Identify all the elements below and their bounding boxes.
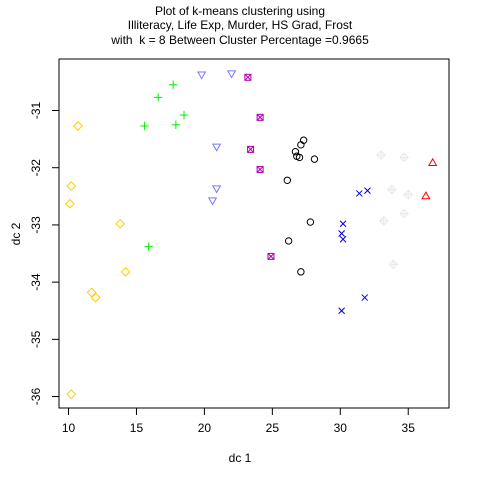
y-tick-label: -33 [29, 216, 43, 234]
data-point [73, 121, 83, 131]
data-point [256, 113, 264, 121]
data-point [299, 136, 308, 144]
data-point [284, 237, 293, 245]
chart-title-line-3: with k = 8 Between Cluster Percentage =0… [111, 33, 369, 47]
data-point [153, 93, 163, 102]
data-point [86, 287, 97, 298]
data-point [140, 121, 149, 131]
data-point [211, 143, 222, 152]
data-point [388, 259, 399, 270]
data-point [376, 150, 386, 161]
data-point [283, 176, 291, 184]
chart-title-line-1: Plot of k-means clustering using [154, 4, 326, 18]
data-point [226, 70, 237, 79]
data-point [207, 197, 218, 206]
data-point [428, 157, 438, 167]
data-point [364, 187, 371, 194]
data-point [115, 218, 126, 229]
data-point [247, 145, 255, 153]
data-point [399, 208, 410, 219]
x-axis-label: dc 1 [228, 451, 252, 465]
data-point [297, 268, 305, 276]
data-point [399, 152, 410, 163]
data-point [338, 307, 346, 315]
data-point [339, 220, 347, 228]
data-point [197, 71, 207, 80]
data-point [339, 235, 347, 243]
data-point [306, 218, 315, 226]
data-point [378, 216, 389, 226]
y-tick-label: -36 [29, 388, 43, 406]
data-point [421, 191, 431, 200]
data-point [338, 230, 346, 237]
y-tick-label: -31 [29, 101, 43, 119]
data-point [295, 153, 304, 162]
data-points [64, 70, 438, 400]
y-tick-label: -35 [29, 330, 43, 348]
data-point [361, 294, 369, 301]
data-point [211, 185, 222, 194]
x-tick-label: 15 [130, 421, 144, 435]
data-point [64, 198, 75, 209]
data-point [66, 389, 77, 400]
data-point [120, 266, 131, 277]
data-point [168, 80, 178, 89]
data-point [171, 120, 181, 129]
x-tick-label: 20 [198, 421, 212, 435]
data-point [90, 292, 101, 303]
chart-title-line-2: Illiteracy, Life Exp, Murder, HS Grad, F… [127, 18, 353, 32]
data-point [244, 73, 252, 81]
data-point [179, 110, 189, 120]
data-point [267, 252, 275, 260]
y-tick-label: -32 [29, 159, 43, 177]
plot-frame [58, 58, 450, 409]
data-point [403, 189, 414, 200]
data-point [144, 242, 153, 251]
axes: 10 15 20 25 30 35 -36 -35 -34 -33 -32 -31 [29, 101, 415, 435]
x-tick-label: 30 [334, 421, 348, 435]
x-tick-label: 25 [266, 421, 280, 435]
x-tick-label: 10 [62, 421, 76, 435]
data-point [355, 190, 363, 197]
data-point [310, 155, 319, 163]
data-point [66, 181, 77, 191]
data-point [291, 147, 300, 156]
data-point [387, 184, 397, 195]
data-point [256, 165, 264, 173]
x-tick-label: 35 [402, 421, 416, 435]
y-axis-label: dc 2 [9, 222, 23, 246]
y-tick-label: -34 [29, 273, 43, 291]
